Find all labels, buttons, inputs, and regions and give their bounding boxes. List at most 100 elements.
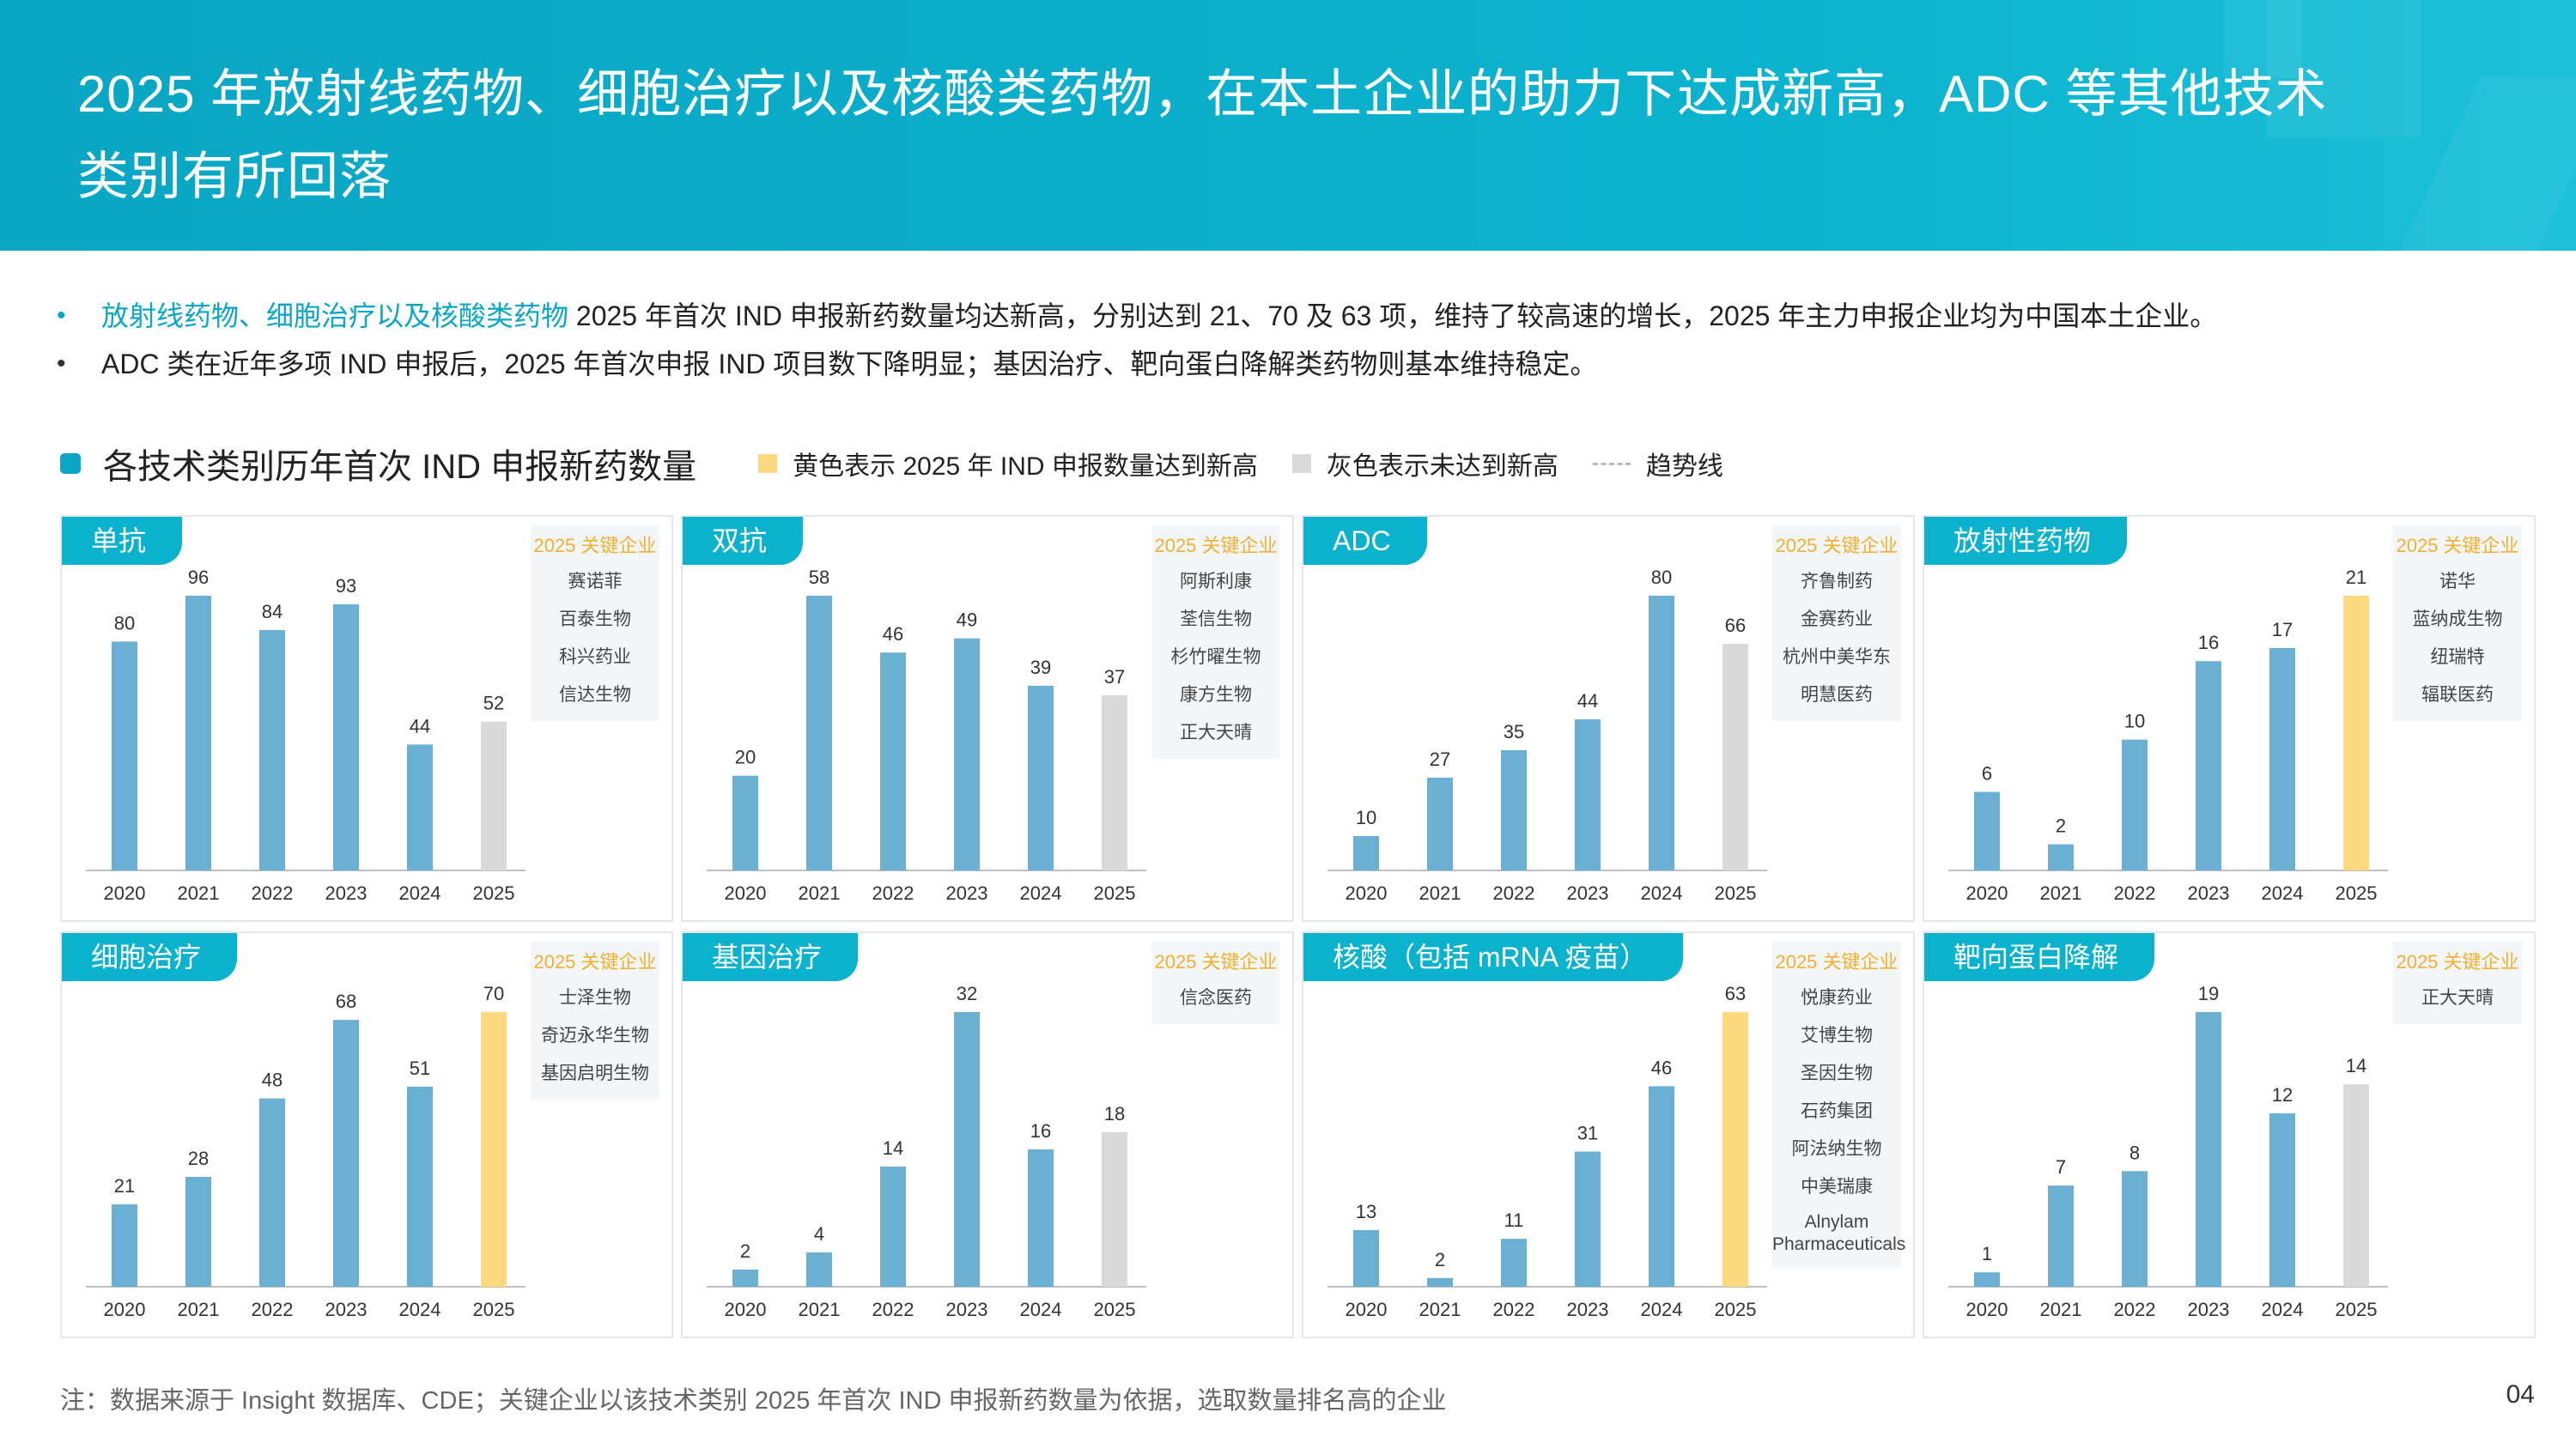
bullet-text: 2025 年首次 IND 申报新药数量均达新高，分别达到 21、70 及 63 … [568,300,2218,331]
x-tick-label: 2024 [1641,882,1683,904]
bar-value-label: 80 [114,612,135,634]
bar [1974,791,2000,870]
company-item: 赛诺菲 [568,572,623,591]
key-companies-box: 2025 关键企业 士泽生物 奇迈永华生物 基因启明生物 [531,942,659,1100]
bar [954,638,980,870]
x-tick-label: 2024 [399,1299,441,1320]
bar-chart: 1 2020 7 2021 8 2022 19 2023 12 2024 14 2025 [1948,983,2388,1320]
key-companies-box: 2025 关键企业 悦康药业 艾博生物 圣因生物 石药集团 阿法纳生物 中美瑞康 Alnyla… [1772,942,1905,1268]
x-tick-label: 2021 [2040,882,2082,904]
page-number: 04 [2506,1380,2535,1409]
header-decoration [2224,0,2301,77]
bar [880,1167,906,1287]
x-tick-label: 2022 [1493,1299,1535,1320]
footnote: 注：数据来源于 Insight 数据库、CDE；关键企业以该技术类别 2025 … [60,1387,1447,1415]
legend-trendline-icon [1592,462,1631,465]
chart-panel: 1 2020 7 2021 8 2022 19 2023 12 2024 14 2025 靶向蛋白降解 2… [1923,931,2536,1338]
bar-value-label: 35 [1504,721,1524,743]
x-tick-label: 2020 [1346,1299,1388,1320]
chart-title-tab: 双抗 [683,517,804,565]
bar [1501,750,1527,870]
x-tick-label: 2025 [1094,1299,1136,1320]
bar-value-label: 2 [1435,1249,1445,1270]
company-item: 信念医药 [1180,988,1252,1008]
legend-swatch-gray [1291,454,1311,473]
key-companies-header: 2025 关键企业 [1775,951,1899,973]
bar-value-label: 66 [1725,615,1746,636]
company-item: 金赛药业 [1801,609,1873,629]
bar [333,1020,359,1287]
chart-panel: 20 2020 58 2021 46 2022 49 2023 39 2024 37 2025 双抗 20… [681,515,1294,922]
company-item: 奇迈永华生物 [541,1026,649,1046]
x-tick-label: 2022 [872,882,914,904]
bar [407,744,433,870]
bar-value-label: 6 [1982,763,1992,785]
bar-value-label: 48 [262,1070,283,1091]
bar-chart: 2 2020 4 2021 14 2022 32 2023 16 2024 18 2025 [707,983,1146,1320]
legend-label-yellow: 黄色表示 2025 年 IND 申报数量达到新高 [793,452,1258,481]
company-item: 悦康药业 [1801,988,1873,1008]
key-companies-box: 2025 关键企业 阿斯利康 荃信生物 杉竹曜生物 康方生物 正大天晴 [1151,525,1280,759]
bar-value-label: 68 [336,991,356,1012]
bar-chart: 80 2020 96 2021 84 2022 93 2023 44 2024 52 2025 [86,567,526,904]
x-tick-label: 2022 [2114,1299,2156,1320]
bar [732,1270,758,1287]
key-companies-box: 2025 关键企业 赛诺菲 百泰生物 科兴药业 信达生物 [531,525,659,721]
bar [2122,739,2148,870]
bar-value-label: 10 [2124,711,2145,732]
company-item: 蓝纳成生物 [2412,609,2503,629]
bar-value-label: 14 [2346,1055,2366,1076]
x-tick-label: 2021 [178,1299,220,1320]
bar-value-label: 31 [1577,1123,1598,1144]
key-companies-header: 2025 关键企业 [1154,951,1278,973]
company-item: 信达生物 [559,685,631,705]
bar-value-label: 52 [483,693,504,714]
company-item: 荃信生物 [1180,609,1252,629]
x-tick-label: 2021 [799,1299,841,1320]
x-tick-label: 2020 [104,1299,146,1320]
company-item: 明慧医药 [1801,685,1873,705]
bullet-highlight: 放射线药物、细胞治疗以及核酸类药物 [101,300,569,331]
x-tick-label: 2022 [872,1299,914,1320]
bar-value-label: 39 [1030,657,1051,678]
bar [407,1086,433,1287]
bar-value-label: 8 [2129,1142,2140,1163]
bar [2196,661,2221,870]
x-tick-label: 2021 [1419,882,1461,904]
x-tick-label: 2020 [1966,1299,2008,1320]
bar-value-label: 32 [957,983,977,1004]
bar-value-label: 19 [2198,983,2219,1004]
bar-value-label: 27 [1430,749,1450,770]
bar-value-label: 84 [262,601,283,622]
bar-value-label: 17 [2272,619,2293,640]
chart-panel: 80 2020 96 2021 84 2022 93 2023 44 2024 52 2025 单抗 20… [60,515,673,922]
bar-chart: 6 2020 2 2021 10 2022 16 2023 17 2024 21 2025 [1948,567,2388,904]
bar [1353,836,1379,870]
bullet-icon: • [57,301,66,330]
x-tick-label: 2022 [252,882,294,904]
bar [806,1252,832,1287]
bar [481,1012,507,1287]
bar-value-label: 37 [1104,666,1125,688]
bar [1575,1151,1601,1287]
bar-value-label: 11 [1504,1210,1524,1231]
x-tick-label: 2025 [1715,882,1757,904]
bar [1102,1132,1127,1287]
legend-label-gray: 灰色表示未达到新高 [1326,452,1558,481]
bullet-icon: • [57,349,66,378]
x-tick-label: 2025 [1094,882,1136,904]
bar [1501,1239,1527,1287]
x-tick-label: 2024 [1020,882,1062,904]
x-tick-label: 2023 [946,882,988,904]
bar-value-label: 13 [1356,1201,1376,1222]
company-item: 纽瑞特 [2430,647,2485,667]
bar [2343,596,2369,870]
bar [1649,596,1674,870]
key-companies-header: 2025 关键企业 [533,535,657,556]
x-tick-label: 2024 [1020,1299,1062,1320]
bar [1427,1277,1453,1287]
bar-value-label: 28 [188,1148,209,1169]
company-item: 基因启明生物 [541,1064,649,1083]
chart-title-tab: 核酸（包括 mRNA 疫苗） [1303,933,1684,981]
chart-title-tab: 放射性药物 [1924,517,2128,565]
